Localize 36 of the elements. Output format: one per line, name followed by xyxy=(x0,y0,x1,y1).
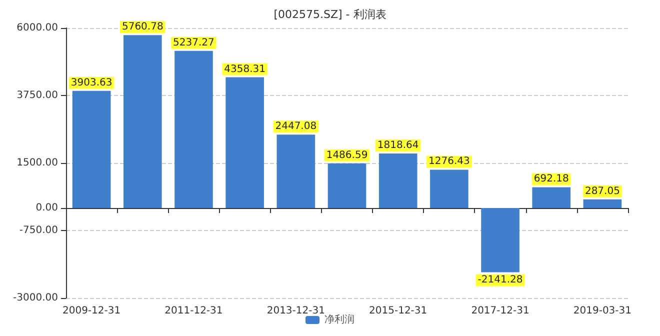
data-label: -2141.28 xyxy=(478,274,523,286)
data-label: 2447.08 xyxy=(275,121,317,132)
y-tick-label: -3000.00 xyxy=(13,292,58,304)
bar xyxy=(174,50,213,208)
data-label: 4358.31 xyxy=(224,64,266,75)
data-label: 5237.27 xyxy=(173,37,214,48)
bar xyxy=(123,35,162,208)
data-label: 3903.63 xyxy=(70,77,112,88)
bar xyxy=(328,163,366,208)
bar xyxy=(481,208,520,272)
x-tick-label: 2017-12-31 xyxy=(471,306,530,316)
legend-label: 净利润 xyxy=(324,314,354,326)
bar xyxy=(226,77,264,208)
bar xyxy=(430,170,468,208)
bar xyxy=(583,199,622,208)
x-tick-label: 2015-12-31 xyxy=(369,306,428,316)
x-tick-label: 2013-12-31 xyxy=(266,306,325,316)
x-tick-label: 2011-12-31 xyxy=(164,306,223,316)
data-label: 1276.43 xyxy=(428,156,470,168)
y-tick-label: 6000.00 xyxy=(16,22,58,34)
y-tick-label: 3750.00 xyxy=(16,90,58,101)
data-label: 1486.59 xyxy=(326,150,368,161)
x-tick-label: 2019-03-31 xyxy=(573,306,632,316)
y-tick-label: 1500.00 xyxy=(16,158,58,168)
bar xyxy=(72,90,111,208)
bar xyxy=(532,187,571,208)
y-tick-label: -750.00 xyxy=(19,225,58,236)
data-label: 5760.78 xyxy=(122,22,164,33)
data-label: 287.05 xyxy=(584,186,620,197)
data-label: 692.18 xyxy=(534,174,569,185)
x-tick-label: 2009-12-31 xyxy=(62,306,121,316)
bar xyxy=(378,153,418,208)
data-label: 1818.64 xyxy=(377,140,419,151)
y-tick-label: 0.00 xyxy=(36,202,58,214)
bar xyxy=(276,134,316,208)
chart-title: [002575.SZ] - 利润表 xyxy=(274,8,386,21)
